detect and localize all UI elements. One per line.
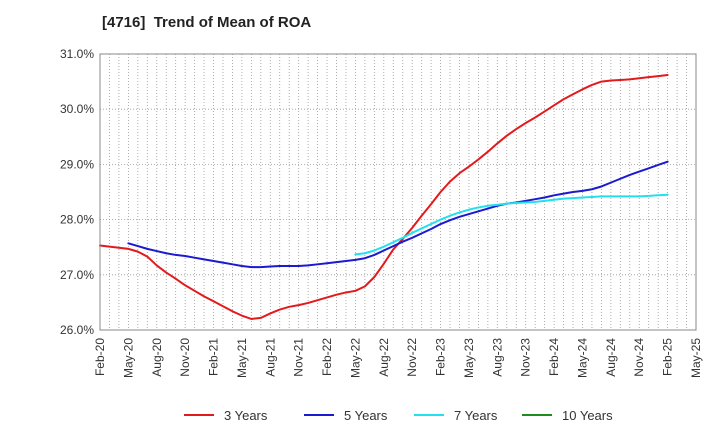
- x-tick-label: Nov-24: [632, 338, 646, 377]
- x-tick-label: Nov-22: [405, 338, 419, 377]
- x-tick-label: May-21: [235, 338, 249, 378]
- legend-label: 10 Years: [562, 408, 613, 423]
- legend-label: 3 Years: [224, 408, 268, 423]
- y-tick-label: 27.0%: [60, 268, 94, 282]
- x-tick-label: May-22: [348, 338, 362, 378]
- series-line-5-years: [127, 160, 669, 269]
- y-tick-label: 28.0%: [60, 213, 94, 227]
- x-tick-label: Feb-22: [320, 338, 334, 376]
- y-tick-label: 30.0%: [60, 102, 94, 116]
- plot-frame: [99, 53, 697, 331]
- legend: 3 Years 5 Years 7 Years 10 Years: [184, 408, 613, 423]
- x-tick-label: Aug-20: [150, 338, 164, 377]
- x-tick-label: Feb-25: [661, 338, 675, 376]
- x-tick-label: May-20: [121, 338, 135, 378]
- x-tick-label: May-23: [462, 338, 476, 378]
- grid-lines: [100, 53, 696, 331]
- y-tick-label: 31.0%: [60, 47, 94, 61]
- x-tick-label: Feb-24: [547, 338, 561, 376]
- x-tick-label: Feb-20: [93, 338, 107, 376]
- x-tick-label: Aug-23: [490, 338, 504, 377]
- series-line-7-years: [354, 193, 669, 256]
- legend-label: 7 Years: [454, 408, 498, 423]
- x-tick-label: Nov-20: [178, 338, 192, 377]
- y-tick-label: 29.0%: [60, 157, 94, 171]
- legend-label: 5 Years: [344, 408, 388, 423]
- y-tick-labels: 26.0% 27.0% 28.0% 29.0% 30.0% 31.0%: [60, 47, 94, 337]
- x-tick-label: Aug-22: [377, 338, 391, 377]
- x-tick-label: May-24: [575, 338, 589, 378]
- y-tick-label: 26.0%: [60, 323, 94, 337]
- x-tick-label: Aug-21: [263, 338, 277, 377]
- x-tick-labels: Feb-20 May-20 Aug-20 Nov-20 Feb-21 May-21 Aug-…: [93, 338, 703, 378]
- x-tick-label: Aug-24: [604, 338, 618, 377]
- series-lines: [99, 73, 669, 320]
- x-tick-label: Feb-23: [434, 338, 448, 376]
- x-tick-label: Nov-21: [292, 338, 306, 377]
- chart-title: [4716] Trend of Mean of ROA: [102, 14, 312, 31]
- x-tick-label: May-25: [689, 338, 703, 378]
- x-tick-label: Feb-21: [207, 338, 221, 376]
- series-line-3-years: [99, 73, 669, 320]
- x-tick-label: Nov-23: [519, 338, 533, 377]
